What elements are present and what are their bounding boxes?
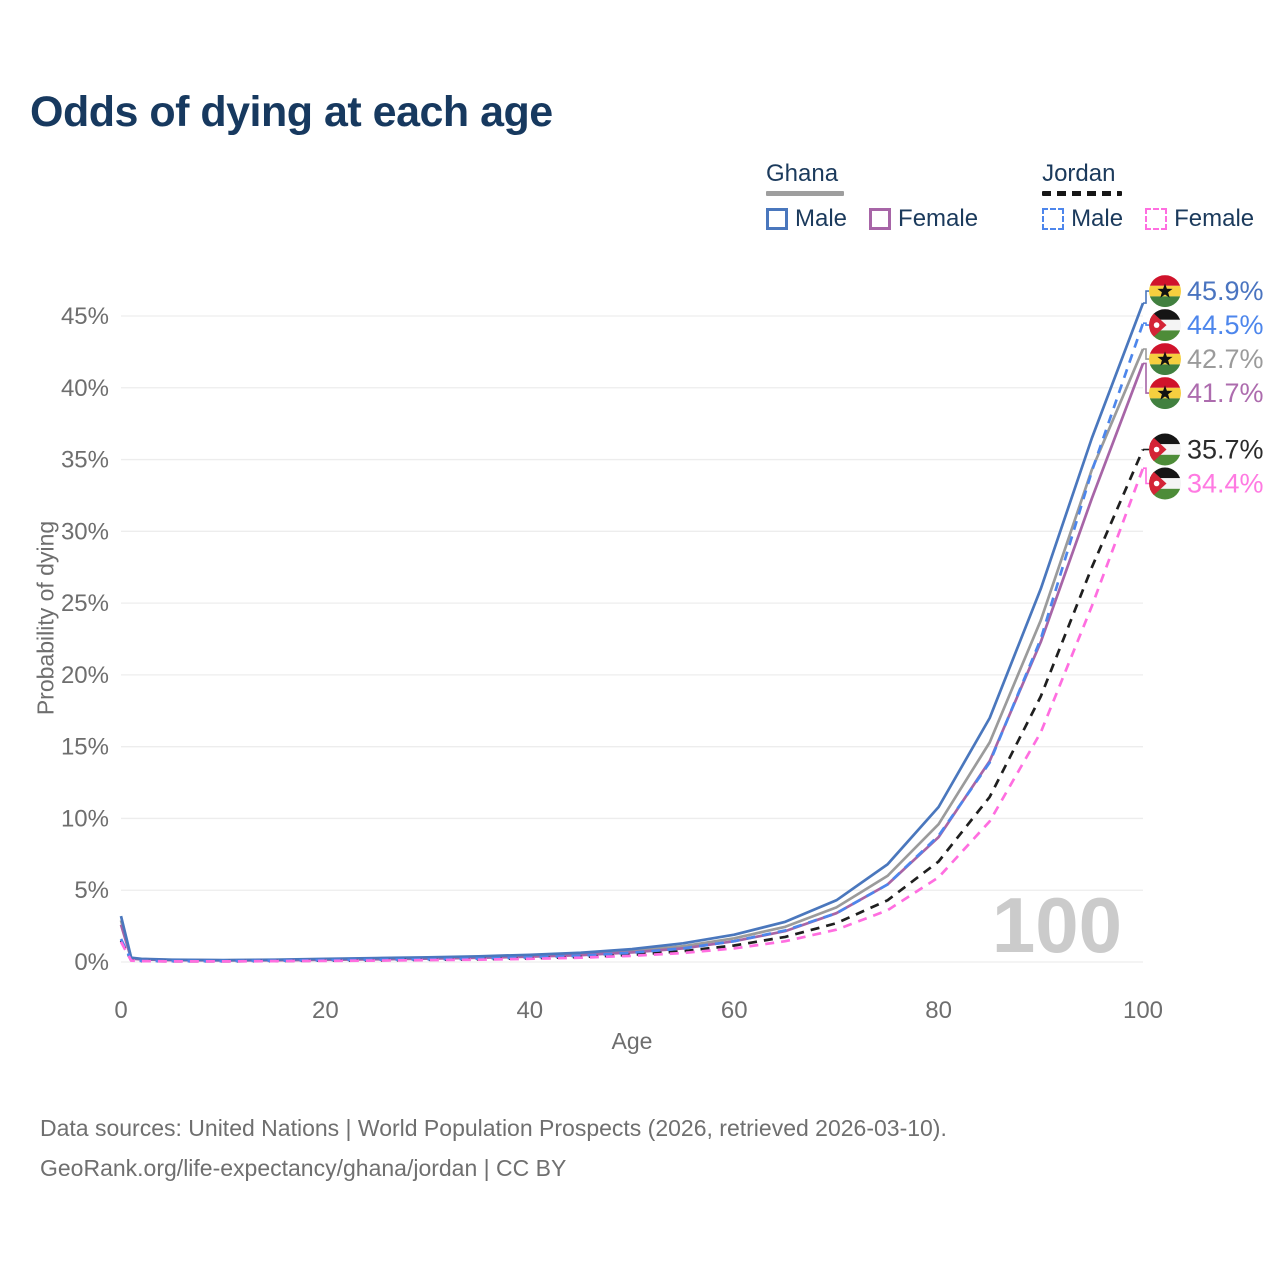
flag-band <box>1149 275 1181 286</box>
label-connector <box>1143 348 1149 360</box>
flag-band <box>1149 454 1181 466</box>
end-value-label: 42.7% <box>1187 344 1264 374</box>
ghana-star-icon <box>1157 385 1173 400</box>
legend-item-label: Female <box>1174 205 1255 232</box>
legend-group-ghana: Ghana Male Female <box>766 160 978 233</box>
legend-item-label: Female <box>898 205 979 232</box>
x-tick-label: 0 <box>114 997 127 1024</box>
legend-item-label: Male <box>795 205 848 232</box>
flag-band <box>1149 377 1181 388</box>
ghana-female-checkbox-icon <box>869 208 892 230</box>
y-tick-label: 45% <box>61 303 109 330</box>
line-ghana-both-sexes <box>119 348 1145 962</box>
legend-country-ghana-label: Ghana <box>766 160 839 187</box>
jordan-flag-icon <box>1149 309 1181 342</box>
flag-band <box>1149 433 1181 445</box>
end-value-label: 35.7% <box>1187 435 1264 465</box>
line-jordan-male <box>119 322 1145 963</box>
y-tick-label: 25% <box>61 590 109 617</box>
y-tick-label: 30% <box>61 518 109 545</box>
jordan-star-icon <box>1153 322 1160 328</box>
y-tick-label: 35% <box>61 447 109 474</box>
ghana-flag-icon <box>1149 275 1181 308</box>
flag-band <box>1149 364 1181 376</box>
jordan-male-checkbox-icon <box>1042 208 1065 230</box>
page-title: Odds of dying at each age <box>30 88 553 136</box>
ghana-flag-icon <box>1149 377 1181 410</box>
line-ghana-female <box>119 362 1145 962</box>
flag-band <box>1149 343 1181 354</box>
legend-item-jordan-female[interactable]: Female <box>1145 205 1254 233</box>
x-tick-label: 80 <box>925 997 952 1024</box>
flag-band <box>1149 467 1181 479</box>
y-tick-label: 20% <box>61 662 109 689</box>
data-sources-line2: GeoRank.org/life-expectancy/ghana/jordan… <box>40 1155 567 1181</box>
data-sources-line1: Data sources: United Nations | World Pop… <box>40 1115 947 1141</box>
jordan-dashed-line-swatch <box>1042 191 1123 196</box>
legend-item-label: Male <box>1071 205 1124 232</box>
ghana-star-icon <box>1157 351 1173 366</box>
legend: Ghana Male Female Jordan Male Female <box>766 160 1254 233</box>
jordan-star-icon <box>1153 446 1160 453</box>
x-axis-title: Age <box>611 1028 653 1054</box>
jordan-star-icon <box>1153 480 1160 487</box>
legend-country-jordan-label: Jordan <box>1042 160 1116 187</box>
ghana-solid-line-swatch <box>766 191 844 196</box>
label-connector <box>1143 322 1149 326</box>
flag-band <box>1149 296 1181 308</box>
label-connector <box>1143 290 1149 304</box>
ghana-male-checkbox-icon <box>766 208 788 230</box>
line-jordan-female <box>119 467 1145 963</box>
flag-band <box>1149 330 1181 342</box>
jordan-flag-icon <box>1149 433 1181 466</box>
x-tick-label: 100 <box>1123 997 1163 1024</box>
x-tick-label: 60 <box>721 997 748 1024</box>
ghana-flag-icon <box>1149 343 1181 376</box>
jordan-female-checkbox-icon <box>1145 208 1168 230</box>
age-watermark: 100 <box>992 881 1122 969</box>
end-value-label: 41.7% <box>1187 378 1264 408</box>
jordan-flag-icon <box>1149 467 1181 500</box>
end-value-label: 45.9% <box>1187 276 1264 306</box>
x-tick-label: 20 <box>312 997 339 1024</box>
legend-group-jordan: Jordan Male Female <box>1042 160 1254 233</box>
end-value-label: 44.5% <box>1187 310 1264 340</box>
y-tick-label: 0% <box>74 949 109 976</box>
y-tick-label: 10% <box>61 805 109 832</box>
label-connector <box>1143 467 1149 485</box>
flag-band <box>1149 488 1181 500</box>
x-tick-label: 40 <box>516 997 543 1024</box>
line-jordan-both-sexes <box>119 448 1145 963</box>
y-tick-label: 40% <box>61 375 109 402</box>
data-sources: Data sources: United Nations | World Pop… <box>40 1108 947 1188</box>
flag-band <box>1149 309 1181 320</box>
flag-band <box>1149 398 1181 410</box>
label-connector <box>1143 362 1149 394</box>
legend-item-ghana-female[interactable]: Female <box>869 205 978 233</box>
y-tick-label: 5% <box>74 877 109 904</box>
legend-item-jordan-male[interactable]: Male <box>1042 205 1123 233</box>
legend-item-ghana-male[interactable]: Male <box>766 205 847 233</box>
end-value-label: 34.4% <box>1187 469 1264 499</box>
y-tick-label: 15% <box>61 734 109 761</box>
line-ghana-male <box>119 302 1145 962</box>
ghana-star-icon <box>1157 283 1173 298</box>
